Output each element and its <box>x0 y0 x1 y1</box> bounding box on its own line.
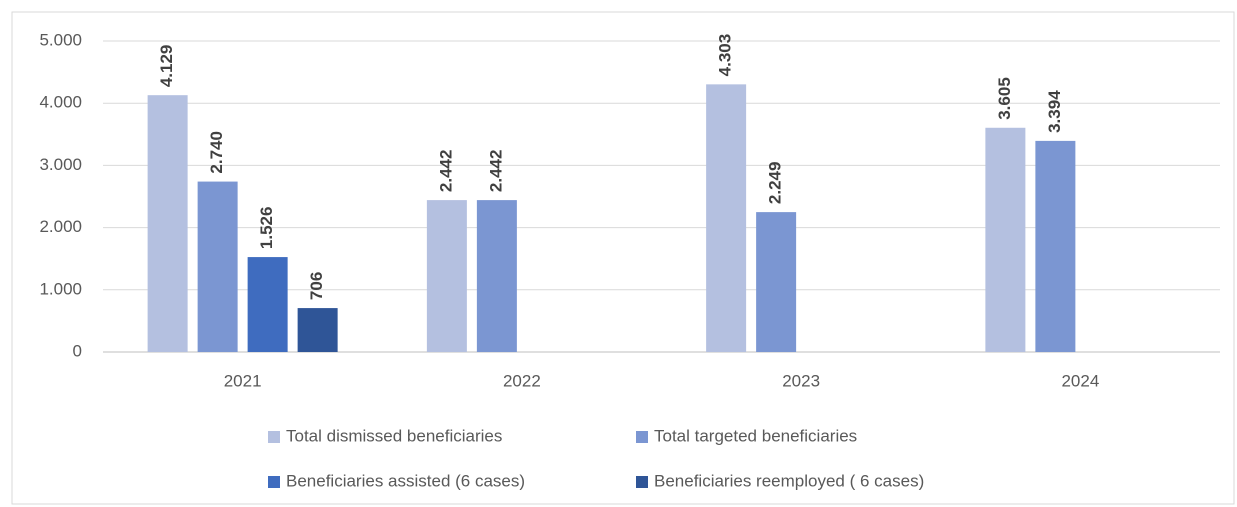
value-label: 1.526 <box>257 207 276 250</box>
value-label: 2.249 <box>766 162 785 205</box>
legend-marker <box>268 476 280 488</box>
legend-label: Beneficiaries reemployed ( 6 cases) <box>654 471 924 490</box>
bar <box>247 257 288 352</box>
y-tick-label: 2.000 <box>39 217 82 236</box>
y-tick-label: 1.000 <box>39 279 82 298</box>
chart-frame <box>11 11 1235 505</box>
x-tick-label: 2023 <box>782 371 820 390</box>
y-tick-label: 5.000 <box>39 30 82 49</box>
legend-marker <box>268 431 280 443</box>
y-tick-label: 4.000 <box>39 93 82 112</box>
bar <box>426 200 467 352</box>
bar <box>985 127 1026 352</box>
value-label: 2.740 <box>207 131 226 174</box>
bar <box>706 84 747 353</box>
bar <box>147 95 188 352</box>
value-label: 2.442 <box>436 150 455 193</box>
bar <box>297 308 338 352</box>
y-tick-label: 3.000 <box>39 155 82 174</box>
value-label: 3.605 <box>995 77 1014 120</box>
x-tick-label: 2022 <box>503 371 541 390</box>
legend-marker <box>636 431 648 443</box>
bar <box>476 200 517 352</box>
bar <box>1035 140 1076 352</box>
value-label: 3.394 <box>1045 90 1064 133</box>
legend-marker <box>636 476 648 488</box>
value-label: 4.303 <box>716 34 735 77</box>
value-label: 4.129 <box>157 45 176 88</box>
value-label: 706 <box>307 272 326 300</box>
x-tick-label: 2024 <box>1061 371 1099 390</box>
legend-label: Total dismissed beneficiaries <box>286 426 502 445</box>
legend-label: Beneficiaries assisted (6 cases) <box>286 471 525 490</box>
bar <box>197 181 238 352</box>
bar <box>756 212 797 352</box>
x-tick-label: 2021 <box>224 371 262 390</box>
y-tick-label: 0 <box>73 341 82 360</box>
value-label: 2.442 <box>486 150 505 193</box>
legend-label: Total targeted beneficiaries <box>654 426 857 445</box>
